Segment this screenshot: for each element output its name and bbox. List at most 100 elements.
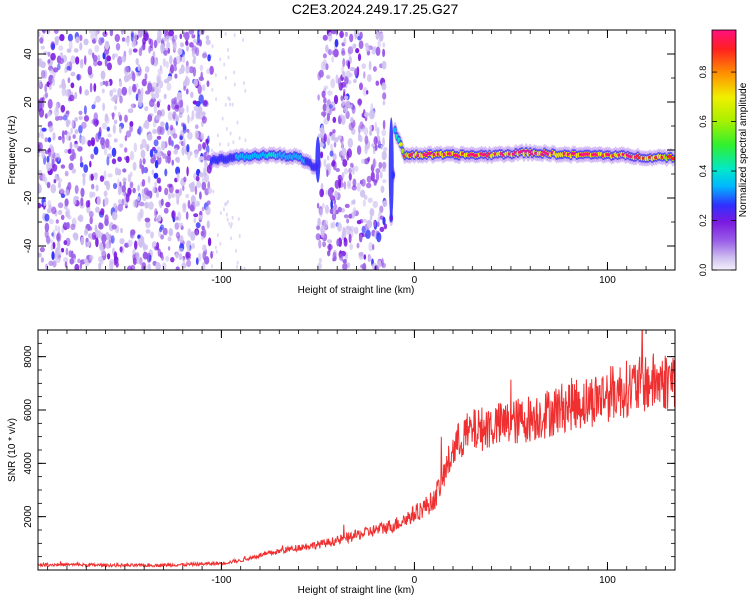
noise-point xyxy=(111,211,118,221)
noise-point xyxy=(60,52,63,57)
noise-point xyxy=(117,56,123,66)
noise-point xyxy=(361,158,365,164)
noise-point xyxy=(89,160,92,168)
noise-point xyxy=(360,178,366,187)
noise-point xyxy=(218,142,221,147)
noise-point xyxy=(104,40,110,50)
noise-point xyxy=(191,50,195,58)
noise-point xyxy=(341,147,347,157)
noise-point xyxy=(372,66,377,72)
noise-point xyxy=(150,157,155,164)
noise-point xyxy=(181,146,185,156)
noise-point xyxy=(45,235,51,244)
noise-point xyxy=(175,266,180,270)
noise-point xyxy=(151,169,155,175)
noise-point xyxy=(343,181,347,190)
noise-point xyxy=(342,262,348,270)
noise-point xyxy=(332,116,337,123)
y-axis-label: Frequency (Hz) xyxy=(7,116,18,185)
noise-point xyxy=(341,140,344,149)
noise-point xyxy=(77,73,80,81)
noise-point xyxy=(126,265,133,270)
noise-point xyxy=(174,147,178,155)
noise-point xyxy=(182,205,187,213)
noise-point xyxy=(157,68,163,75)
noise-point xyxy=(355,48,360,54)
noise-point xyxy=(201,206,205,212)
noise-point xyxy=(354,68,358,77)
noise-point xyxy=(125,193,130,203)
noise-point xyxy=(79,85,82,95)
noise-point xyxy=(112,124,116,134)
x-axis-ticks: -100 0 100 xyxy=(47,30,666,286)
noise-point xyxy=(227,55,230,60)
noise-point xyxy=(106,156,110,166)
noise-point xyxy=(50,184,57,194)
noise-point xyxy=(212,189,215,194)
noise-point xyxy=(194,185,198,195)
noise-point xyxy=(167,104,171,111)
noise-point xyxy=(191,243,195,249)
noise-point xyxy=(70,55,76,64)
noise-point xyxy=(93,83,97,92)
noise-point xyxy=(88,210,94,218)
noise-point xyxy=(369,129,373,136)
noise-point xyxy=(87,65,93,76)
noise-point xyxy=(55,256,61,264)
noise-point xyxy=(98,222,104,230)
noise-point xyxy=(224,202,227,207)
noise-point xyxy=(122,168,127,173)
noise-point xyxy=(64,66,67,74)
noise-point xyxy=(207,187,213,194)
noise-point xyxy=(190,195,196,204)
noise-point xyxy=(162,227,168,236)
noise-point xyxy=(161,262,167,270)
noise-point xyxy=(377,39,382,48)
noise-point xyxy=(383,146,388,152)
noise-point xyxy=(205,206,211,216)
noise-point xyxy=(46,181,51,189)
noise-point xyxy=(167,236,172,242)
noise-point xyxy=(111,112,115,120)
noise-point xyxy=(197,84,202,95)
noise-point xyxy=(107,62,112,71)
noise-point xyxy=(369,125,373,131)
noise-point xyxy=(52,132,56,141)
noise-point xyxy=(193,213,199,218)
noise-point xyxy=(58,136,62,141)
noise-point xyxy=(198,214,203,220)
noise-point xyxy=(317,217,321,227)
noise-point xyxy=(157,155,162,165)
noise-point xyxy=(145,167,148,172)
noise-point xyxy=(184,31,190,41)
noise-point xyxy=(105,138,110,149)
noise-point xyxy=(95,119,100,126)
noise-point xyxy=(363,254,367,260)
noise-point xyxy=(174,34,178,41)
noise-point xyxy=(315,233,321,241)
noise-point xyxy=(89,216,93,225)
noise-point xyxy=(156,135,162,140)
signal-track xyxy=(209,117,675,227)
noise-point xyxy=(243,266,246,270)
noise-point xyxy=(120,227,123,234)
noise-point xyxy=(131,72,136,82)
noise-point xyxy=(38,108,45,118)
noise-point xyxy=(90,137,96,146)
noise-point xyxy=(141,78,147,87)
noise-point xyxy=(219,211,222,215)
noise-point xyxy=(79,59,84,69)
noise-point xyxy=(137,30,143,38)
noise-point xyxy=(144,106,149,112)
noise-point xyxy=(382,100,386,106)
noise-point xyxy=(155,114,161,121)
noise-point xyxy=(377,260,382,268)
noise-point xyxy=(68,162,74,171)
noise-point xyxy=(79,34,83,41)
noise-point xyxy=(212,250,215,255)
noise-point xyxy=(55,224,58,232)
noise-point xyxy=(104,116,110,124)
noise-point xyxy=(327,243,333,251)
noise-point xyxy=(188,30,195,35)
noise-point xyxy=(219,57,222,62)
